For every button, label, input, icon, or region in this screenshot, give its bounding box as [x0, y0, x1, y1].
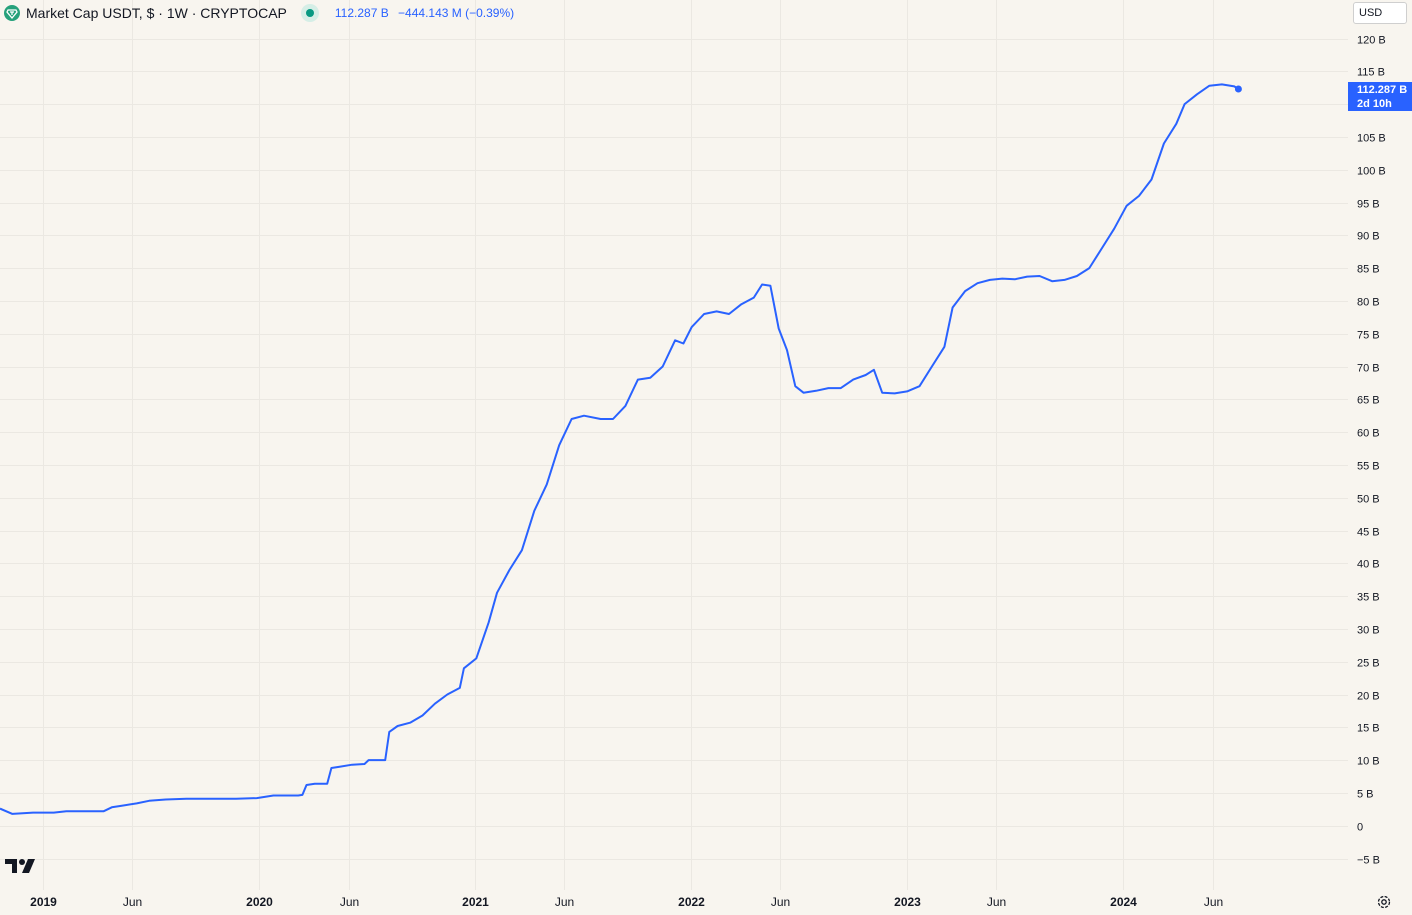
y-tick-label: 115 B	[1357, 67, 1385, 79]
y-tick-label: 55 B	[1357, 461, 1380, 473]
time-axis[interactable]: 2019 Jun 2020 Jun 2021 Jun 2022 Jun 2023 Jun 2024 J…	[30, 895, 1223, 909]
price-label-value: 112.287 B	[1357, 83, 1412, 97]
x-tick-label: Jun	[987, 895, 1006, 909]
y-tick-label: 20 B	[1357, 691, 1380, 703]
change-value: −444.143 M (−0.39%)	[398, 6, 514, 20]
x-tick-label: Jun	[123, 895, 142, 909]
market-cap-line	[0, 84, 1238, 814]
y-tick-label: 15 B	[1357, 723, 1380, 735]
x-tick-label: 2021	[462, 895, 489, 909]
chart-legend: Market Cap USDT, $ · 1W · CRYPTOCAP 112.…	[4, 3, 520, 23]
price-axis[interactable]: −5 B 0 5 B 10 B 15 B 20 B 25 B 30 B 35 B 40 B 45 B…	[1357, 35, 1386, 867]
y-tick-label: 45 B	[1357, 527, 1380, 539]
y-tick-label: 90 B	[1357, 231, 1380, 243]
y-tick-label: 35 B	[1357, 592, 1380, 604]
y-tick-label: 25 B	[1357, 658, 1380, 670]
symbol-title[interactable]: Market Cap USDT, $ · 1W · CRYPTOCAP	[26, 5, 287, 21]
last-value-point	[1235, 86, 1242, 93]
x-tick-label: Jun	[555, 895, 574, 909]
y-tick-label: 120 B	[1357, 35, 1386, 47]
x-tick-label: 2023	[894, 895, 921, 909]
y-tick-label: 75 B	[1357, 330, 1380, 342]
x-tick-label: 2020	[246, 895, 273, 909]
tradingview-logo-icon[interactable]	[5, 858, 37, 879]
legend-values: 112.287 B −444.143 M (−0.39%)	[335, 6, 520, 20]
y-tick-label: 70 B	[1357, 363, 1380, 375]
y-tick-label: 85 B	[1357, 264, 1380, 276]
tether-logo-icon	[4, 5, 20, 21]
x-tick-label: Jun	[771, 895, 790, 909]
last-value: 112.287 B	[335, 6, 389, 20]
x-tick-label: Jun	[340, 895, 359, 909]
y-tick-label: −5 B	[1357, 855, 1380, 867]
x-tick-label: 2022	[678, 895, 705, 909]
y-tick-label: 100 B	[1357, 166, 1386, 178]
x-tick-label: Jun	[1204, 895, 1223, 909]
last-price-label: 112.287 B 2d 10h	[1348, 82, 1412, 111]
price-label-countdown: 2d 10h	[1357, 97, 1412, 111]
y-tick-label: 30 B	[1357, 625, 1380, 637]
x-tick-label: 2024	[1110, 895, 1137, 909]
y-tick-label: 50 B	[1357, 494, 1380, 506]
y-tick-label: 40 B	[1357, 559, 1380, 571]
market-status-dot-icon[interactable]	[301, 4, 319, 22]
y-tick-label: 5 B	[1357, 789, 1374, 801]
y-tick-label: 10 B	[1357, 756, 1380, 768]
y-tick-label: 95 B	[1357, 199, 1380, 211]
y-tick-label: 80 B	[1357, 297, 1380, 309]
y-tick-label: 60 B	[1357, 428, 1380, 440]
currency-button[interactable]: USD	[1353, 2, 1407, 24]
gear-icon[interactable]	[1376, 894, 1392, 915]
y-tick-label: 0	[1357, 822, 1363, 834]
y-tick-label: 65 B	[1357, 395, 1380, 407]
x-tick-label: 2019	[30, 895, 57, 909]
chart-grid	[0, 0, 1348, 890]
y-tick-label: 105 B	[1357, 133, 1386, 145]
